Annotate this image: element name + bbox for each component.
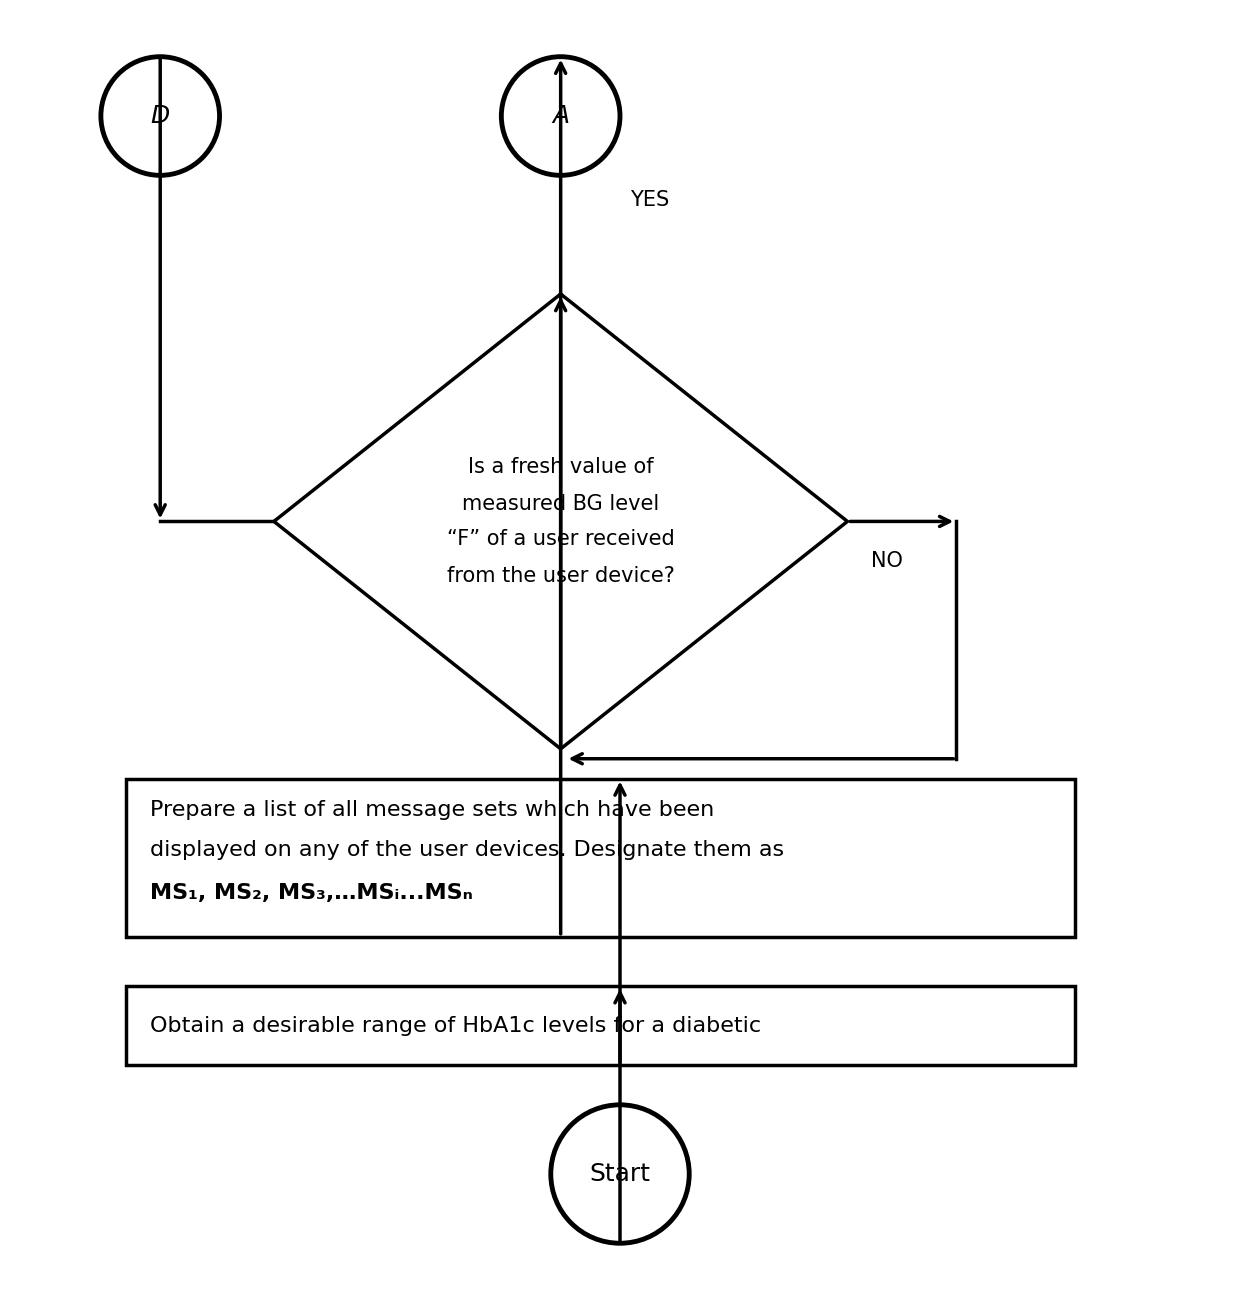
Text: A: A [552, 104, 569, 128]
Text: “F” of a user received: “F” of a user received [446, 529, 675, 549]
Bar [125, 779, 1075, 937]
Text: D: D [150, 104, 170, 128]
Bar [125, 986, 1075, 1065]
Text: YES: YES [630, 190, 670, 210]
Text: Is a fresh value of: Is a fresh value of [467, 457, 653, 477]
Text: Start: Start [589, 1162, 651, 1187]
Text: NO: NO [870, 551, 903, 571]
Text: Prepare a list of all message sets which have been: Prepare a list of all message sets which… [150, 800, 714, 820]
Text: Obtain a desirable range of HbA1c levels for a diabetic: Obtain a desirable range of HbA1c levels… [150, 1016, 761, 1035]
Text: MS₁, MS₂, MS₃,…MSᵢ...MSₙ: MS₁, MS₂, MS₃,…MSᵢ...MSₙ [150, 884, 474, 903]
Text: from the user device?: from the user device? [446, 565, 675, 586]
Text: displayed on any of the user devices. Designate them as: displayed on any of the user devices. De… [150, 840, 785, 859]
Text: measured BG level: measured BG level [463, 493, 660, 514]
